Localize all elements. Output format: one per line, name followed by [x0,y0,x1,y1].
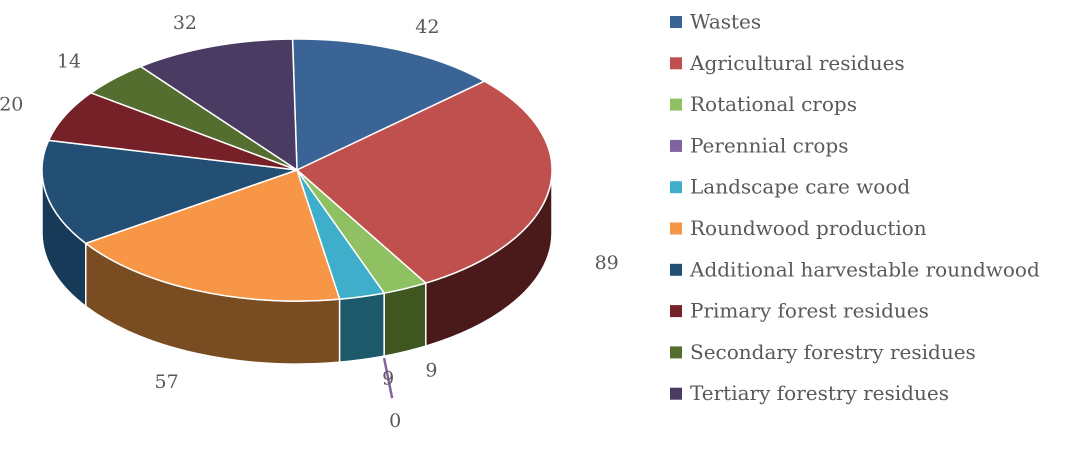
legend-item-tertiary-forestry-residues: Tertiary forestry residues [670,381,949,405]
legend-item-roundwood-production: Roundwood production [670,216,927,240]
pie-side-landscape-care-wood [338,292,385,363]
pie-slice-wastes [291,38,486,171]
legend-item-rotational-crops: Rotational crops [670,92,857,116]
pie-slice-roundwood-production [85,169,341,302]
data-label-additional-harvestable-roundwood: 41 [0,257,1,279]
legend-label: Wastes [690,10,761,34]
data-label-roundwood-production: 57 [155,371,179,393]
legend-item-primary-forest-residues: Primary forest residues [670,299,929,323]
legend-swatch [670,263,682,276]
pie-side-rotational-crops [383,282,427,358]
data-label-rotational-crops: 9 [425,360,437,382]
data-labels: 42 89 9 0 9 57 41 20 14 32 [0,12,619,432]
legend-item-agricultural-residues: Agricultural residues [670,51,905,75]
data-label-primary-forest-residues: 20 [0,94,23,116]
legend-label: Landscape care wood [690,175,910,199]
legend-swatch [670,346,682,359]
legend-label: Tertiary forestry residues [690,381,949,405]
legend-item-secondary-forestry-residues: Secondary forestry residues [670,340,976,364]
legend-label: Secondary forestry residues [690,340,976,364]
pie-top [41,38,553,302]
legend-swatch [670,139,682,152]
data-label-tertiary-forestry-residues: 32 [173,12,197,34]
legend-swatch [670,305,682,318]
data-label-wastes: 42 [415,16,439,38]
legend-swatch [670,98,682,111]
legend-label: Perennial crops [690,133,849,157]
data-label-secondary-forestry-residues: 14 [57,50,81,72]
legend-label: Primary forest residues [690,299,929,323]
legend-swatch [670,387,682,400]
legend-item-perennial-crops: Perennial crops [670,133,849,157]
legend-label: Rotational crops [690,92,857,116]
legend-item-wastes: Wastes [670,10,761,34]
legend: Wastes Agricultural residues Rotational cr… [670,10,1040,405]
data-label-landscape-care-wood: 9 [382,368,394,390]
legend-swatch [670,181,682,194]
leader-line-perennial-crops [382,357,394,399]
legend-item-additional-harvestable-roundwood: Additional harvestable roundwood [670,257,1040,281]
legend-label: Roundwood production [690,216,927,240]
legend-label: Agricultural residues [689,51,905,75]
pie-slice-agricultural-residues [296,80,553,284]
pie-slice-additional-harvestable-roundwood [41,139,298,245]
data-label-agricultural-residues: 89 [595,252,619,274]
legend-swatch [670,222,682,235]
legend-item-landscape-care-wood: Landscape care wood [670,175,910,199]
legend-label: Additional harvestable roundwood [689,257,1040,281]
legend-swatch [670,16,682,28]
legend-swatch [670,57,682,70]
data-label-perennial-crops: 0 [389,410,401,432]
pie-slice-tertiary-forestry-residues [139,38,298,171]
